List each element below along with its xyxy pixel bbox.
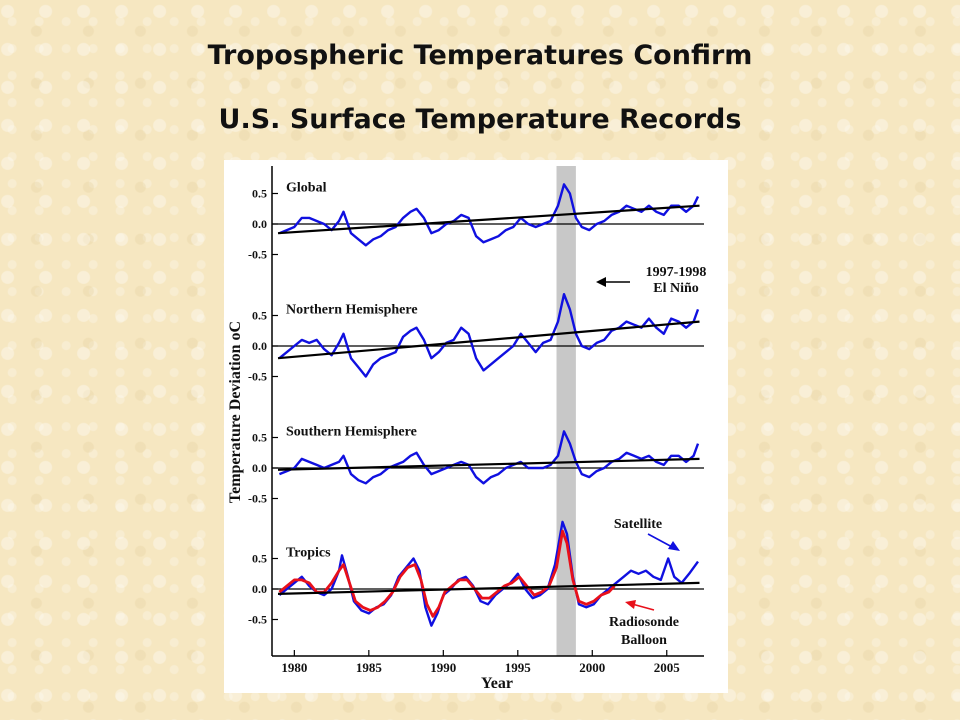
radiosonde-label-line1: Radiosonde [609, 615, 679, 630]
y-tick-label: -0.5 [248, 248, 267, 262]
panel-global: 0.5 0.0 -0.5 Global [248, 181, 704, 262]
y-tick-label: 0.5 [252, 187, 267, 201]
x-tick-label: 2000 [579, 660, 605, 675]
x-axis-label: Year [481, 675, 513, 692]
y-tick-label: 0.0 [252, 339, 267, 353]
panel-label: Southern Hemisphere [286, 425, 417, 440]
satellite-series-line [278, 183, 700, 247]
panel-label: Global [286, 181, 327, 196]
trend-line [277, 320, 700, 360]
y-tick-label: -0.5 [248, 613, 267, 627]
x-tick-label: 1990 [430, 660, 456, 675]
panel-label: Tropics [286, 546, 331, 561]
panel-label: Northern Hemisphere [286, 303, 418, 318]
panel-southern-hemisphere: 0.5 0.0 -0.5 Southern Hemisphere [248, 425, 704, 506]
y-tick-label: 0.5 [252, 431, 267, 445]
y-tick-label: 0.0 [252, 217, 267, 231]
elnino-label-line2: El Niño [653, 281, 699, 296]
elnino-arrowhead [596, 277, 606, 287]
satellite-label: Satellite [614, 517, 662, 532]
x-tick-label: 1995 [505, 660, 532, 675]
trend-line [277, 457, 700, 471]
title-line-2: U.S. Surface Temperature Records [218, 104, 742, 135]
x-tick-label: 2005 [654, 660, 681, 675]
y-tick-label: 0.0 [252, 461, 267, 475]
title-line-1: Tropospheric Temperatures Confirm [207, 40, 753, 71]
radiosonde-arrow [631, 603, 655, 611]
y-tick-label: -0.5 [248, 492, 267, 506]
panel-tropics: 0.5 0.0 -0.5 Tropics [248, 520, 704, 627]
satellite-series-line [278, 292, 700, 378]
elnino-label-line1: 1997-1998 [646, 265, 707, 280]
y-tick-label: -0.5 [248, 370, 267, 384]
satellite-arrow [647, 533, 675, 549]
temperature-chart: 0.5 0.0 -0.5 Global 0.5 0.0 -0.5 Northern Hemis… [227, 166, 707, 692]
satellite-series-line [278, 520, 699, 627]
y-tick-label: 0.5 [252, 552, 267, 566]
y-tick-label: 0.5 [252, 309, 267, 323]
y-tick-label: 0.0 [252, 582, 267, 596]
trend-line [277, 581, 700, 595]
satellite-arrowhead [668, 541, 680, 551]
trend-line [277, 204, 700, 235]
x-tick-label: 1985 [356, 660, 383, 675]
panel-northern-hemisphere: 0.5 0.0 -0.5 Northern Hemisphere [248, 292, 704, 384]
chart-area: 0.5 0.0 -0.5 Global 0.5 0.0 -0.5 Northern Hemis… [224, 160, 728, 693]
radiosonde-label-line2: Balloon [621, 633, 667, 648]
x-tick-label: 1980 [281, 660, 307, 675]
y-axis-label: Temperature Deviation oC [227, 321, 244, 503]
radiosonde-arrowhead [625, 600, 636, 609]
radiosonde-series-line [278, 529, 616, 618]
